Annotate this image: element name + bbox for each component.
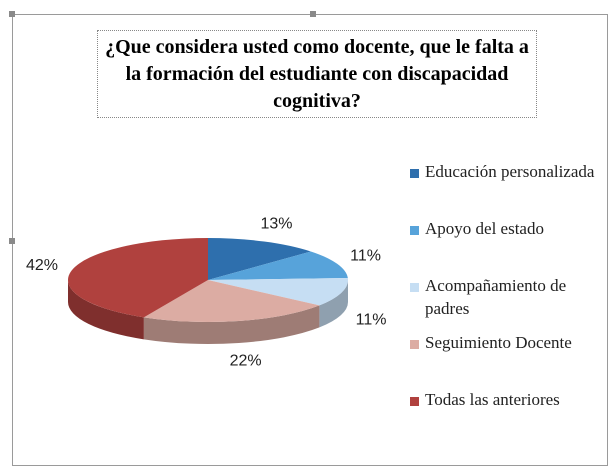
legend-label: Educación personalizada: [425, 162, 595, 181]
legend: Educación personalizada Apoyo del estado A…: [408, 160, 603, 445]
legend-swatch: [410, 226, 419, 235]
legend-item: Acompañamiento de padres: [408, 274, 603, 331]
chart-title: ¿Que considera usted como docente, que l…: [97, 30, 537, 118]
slice: [68, 238, 208, 318]
slice: [208, 238, 311, 280]
slice-side: [143, 305, 320, 344]
legend-label: Todas las anteriores: [425, 390, 560, 409]
chart-frame: [9, 11, 608, 466]
legend-label: Acompañamiento de padres: [425, 276, 567, 318]
legend-label: Seguimiento Docente: [425, 333, 572, 352]
legend-item: Todas las anteriores: [408, 388, 603, 445]
data-label: 22%: [230, 353, 262, 370]
legend-swatch: [410, 340, 419, 349]
handle: [9, 11, 15, 17]
legend-swatch: [410, 397, 419, 406]
data-label: 11%: [350, 248, 381, 265]
data-label: 11%: [356, 311, 387, 328]
legend-swatch: [410, 283, 419, 292]
legend-item: Seguimiento Docente: [408, 331, 603, 388]
slice: [143, 280, 320, 322]
legend-item: Apoyo del estado: [408, 217, 603, 274]
legend-swatch: [410, 169, 419, 178]
handle: [310, 11, 316, 17]
slice-side: [68, 280, 144, 340]
data-label: 13%: [260, 215, 292, 232]
legend-item: Educación personalizada: [408, 160, 603, 217]
slice-side: [319, 280, 348, 328]
slice: [208, 251, 348, 280]
slice: [208, 278, 348, 306]
legend-label: Apoyo del estado: [425, 219, 544, 238]
handle: [9, 238, 15, 244]
data-label: 42%: [26, 257, 58, 274]
